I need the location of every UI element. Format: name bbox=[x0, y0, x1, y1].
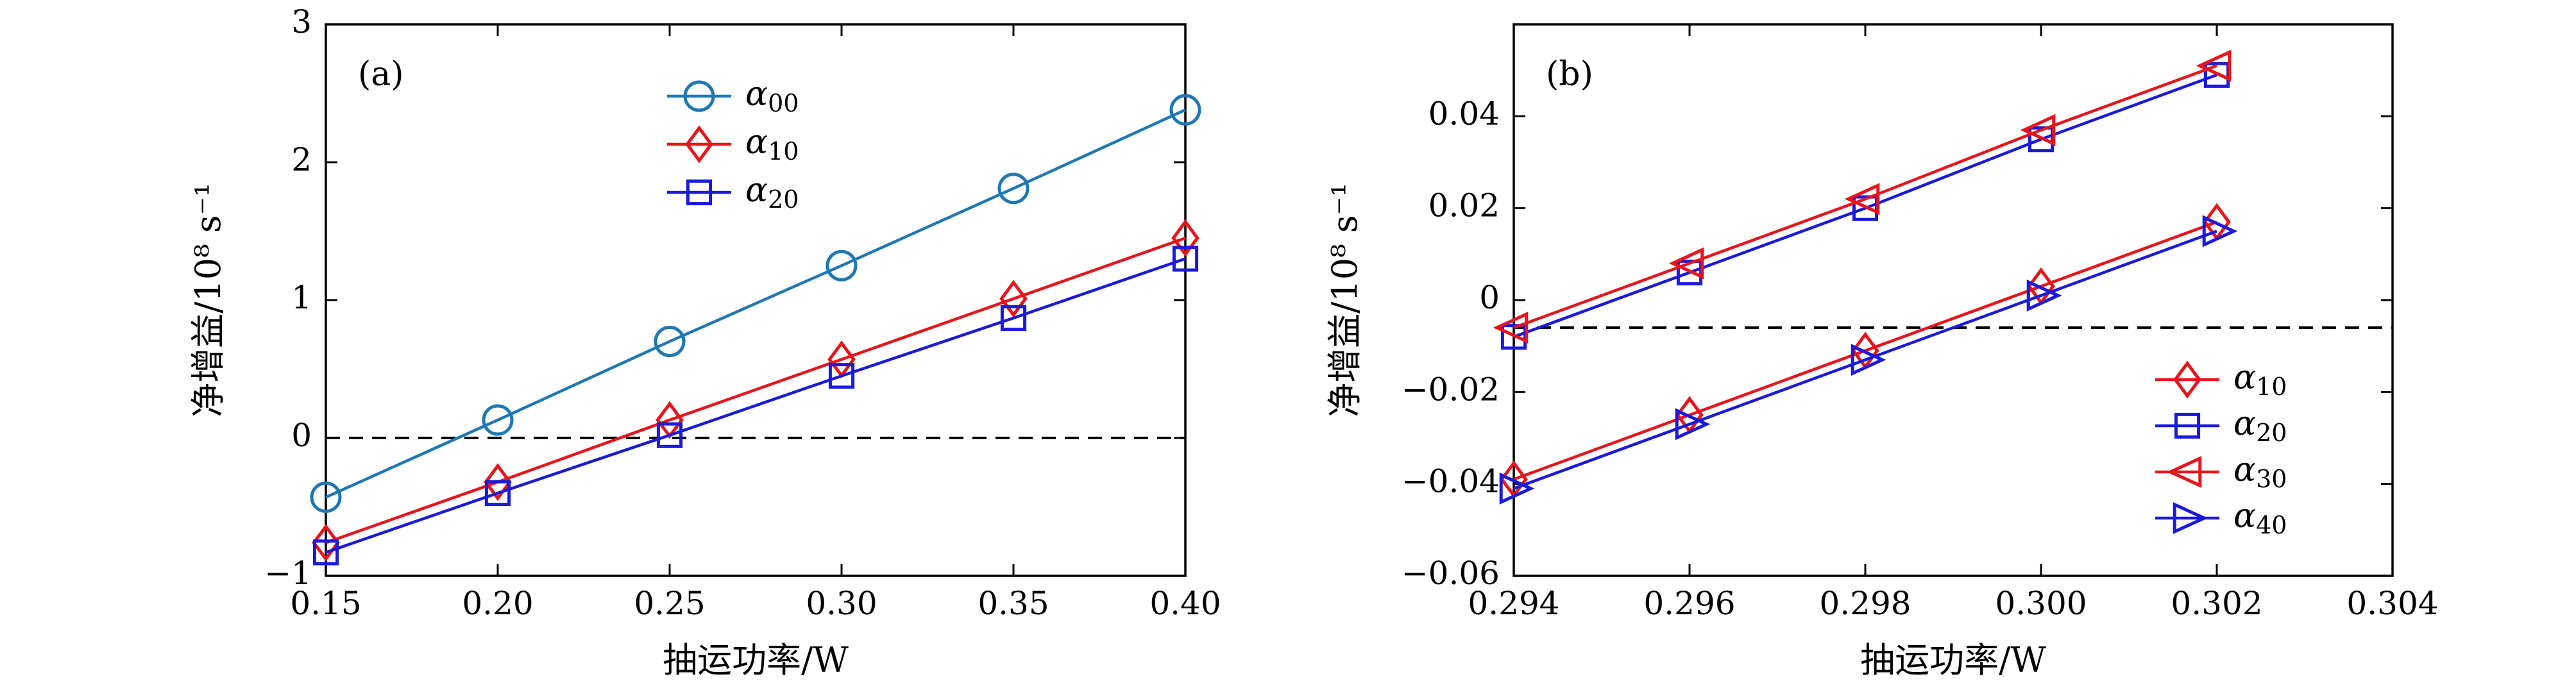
data-point-alpha40 bbox=[2202, 215, 2238, 248]
series-line-alpha30 bbox=[1513, 64, 2217, 330]
y-tick-label: −1 bbox=[264, 555, 312, 592]
y-tick-label: 3 bbox=[291, 3, 312, 40]
x-tick-label: 0.294 bbox=[1468, 585, 1559, 622]
y-tick-label: 0 bbox=[1479, 279, 1500, 316]
x-axis-label: 抽运功率/W bbox=[1860, 640, 2046, 680]
y-tick-label: 0.02 bbox=[1428, 187, 1500, 224]
legend-label-alpha00: α00 bbox=[745, 75, 799, 117]
chart-panel-a: 0.15 0.20 0.25 0.30 0.35 0.40 −1 0 1 2 3 抽运功率/W 净增益/… bbox=[188, 3, 1221, 680]
data-point-alpha40 bbox=[1851, 344, 1886, 376]
legend-label-alpha30: α30 bbox=[2233, 451, 2287, 493]
x-tick-label: 0.20 bbox=[462, 585, 533, 622]
x-tick-label: 0.40 bbox=[1149, 585, 1221, 622]
x-tick-label: 0.30 bbox=[806, 585, 877, 622]
data-point-alpha10 bbox=[312, 523, 340, 562]
x-tick-label: 0.296 bbox=[1643, 585, 1735, 622]
data-point-alpha30 bbox=[1668, 247, 1704, 280]
data-point-alpha40 bbox=[1675, 408, 1711, 441]
panel-label: (b) bbox=[1546, 55, 1593, 94]
y-tick-label: −0.06 bbox=[1402, 555, 1500, 592]
data-point-alpha10 bbox=[484, 463, 512, 501]
legend-marker-alpha00 bbox=[683, 80, 715, 112]
x-tick-label: 0.300 bbox=[1995, 585, 2087, 622]
x-tick-label: 0.25 bbox=[634, 585, 705, 622]
series-line-alpha20 bbox=[325, 257, 1186, 554]
series-alpha30 bbox=[1493, 49, 2232, 344]
legend-marker-alpha30 bbox=[2166, 455, 2202, 489]
legend-marker-alpha10 bbox=[2173, 360, 2201, 399]
x-tick-label: 0.35 bbox=[978, 585, 1049, 622]
x-tick-label: 0.304 bbox=[2346, 585, 2438, 622]
data-point-alpha20 bbox=[828, 363, 855, 389]
data-point-alpha00 bbox=[654, 326, 686, 357]
y-tick-label: 1 bbox=[291, 279, 312, 316]
data-point-alpha00 bbox=[1169, 94, 1201, 126]
y-axis-label: 净增益/10⁸ s⁻¹ bbox=[188, 183, 228, 417]
data-point-alpha30 bbox=[2020, 113, 2056, 146]
legend-label-alpha20: α20 bbox=[745, 171, 799, 214]
y-tick-label: 2 bbox=[291, 141, 312, 178]
x-axis-label: 抽运功率/W bbox=[663, 640, 849, 680]
data-point-alpha30 bbox=[1844, 183, 1880, 215]
y-axis-label: 净增益/10⁸ s⁻¹ bbox=[1325, 183, 1365, 417]
series-line-alpha40 bbox=[1513, 230, 2217, 490]
series-line-alpha10 bbox=[325, 237, 1186, 544]
series-alpha10 bbox=[312, 219, 1199, 562]
data-point-alpha00 bbox=[826, 249, 858, 281]
data-point-alpha30 bbox=[1493, 311, 1529, 344]
data-point-alpha10 bbox=[1171, 219, 1199, 257]
y-tick-label: −0.04 bbox=[1402, 463, 1500, 500]
series-line-alpha00 bbox=[325, 108, 1186, 499]
data-point-alpha20 bbox=[656, 422, 683, 448]
legend: α00 α10 α20 bbox=[667, 75, 799, 214]
data-point-alpha20 bbox=[312, 539, 339, 566]
data-point-alpha40 bbox=[1499, 472, 1535, 505]
series-alpha00 bbox=[310, 94, 1201, 513]
x-tick-label: 0.302 bbox=[2171, 585, 2262, 622]
series-alpha20 bbox=[312, 246, 1199, 566]
legend-label-alpha20: α20 bbox=[2233, 405, 2287, 447]
series-alpha40 bbox=[1499, 215, 2238, 505]
panel-label: (a) bbox=[358, 55, 404, 94]
data-point-alpha00 bbox=[482, 404, 514, 436]
data-point-alpha40 bbox=[2026, 279, 2062, 312]
legend-marker-alpha20 bbox=[2174, 412, 2201, 439]
y-tick-label: 0 bbox=[291, 417, 312, 454]
x-tick-label: 0.298 bbox=[1819, 585, 1911, 622]
data-point-alpha30 bbox=[2196, 49, 2232, 82]
legend-marker-alpha10 bbox=[685, 125, 713, 164]
chart-panel-b: 0.294 0.296 0.298 0.300 0.302 0.304 −0.06 −0.04… bbox=[1325, 23, 2439, 680]
data-point-alpha10 bbox=[999, 280, 1028, 318]
legend-marker-alpha40 bbox=[2173, 501, 2208, 535]
plot-frame bbox=[1513, 23, 2394, 577]
y-tick-label: −0.02 bbox=[1402, 371, 1500, 408]
x-tick-label: 0.15 bbox=[290, 585, 361, 622]
data-point-alpha20 bbox=[1172, 246, 1199, 272]
data-point-alpha00 bbox=[997, 172, 1030, 205]
data-point-alpha20 bbox=[1000, 305, 1027, 332]
legend-label-alpha10: α10 bbox=[2233, 358, 2287, 401]
data-point-alpha00 bbox=[310, 481, 342, 513]
y-tick-label: 0.04 bbox=[1428, 95, 1500, 132]
data-point-alpha20 bbox=[484, 480, 511, 507]
legend-marker-alpha20 bbox=[686, 179, 713, 206]
legend-label-alpha10: α10 bbox=[745, 123, 799, 165]
legend-label-alpha40: α40 bbox=[2233, 497, 2287, 539]
